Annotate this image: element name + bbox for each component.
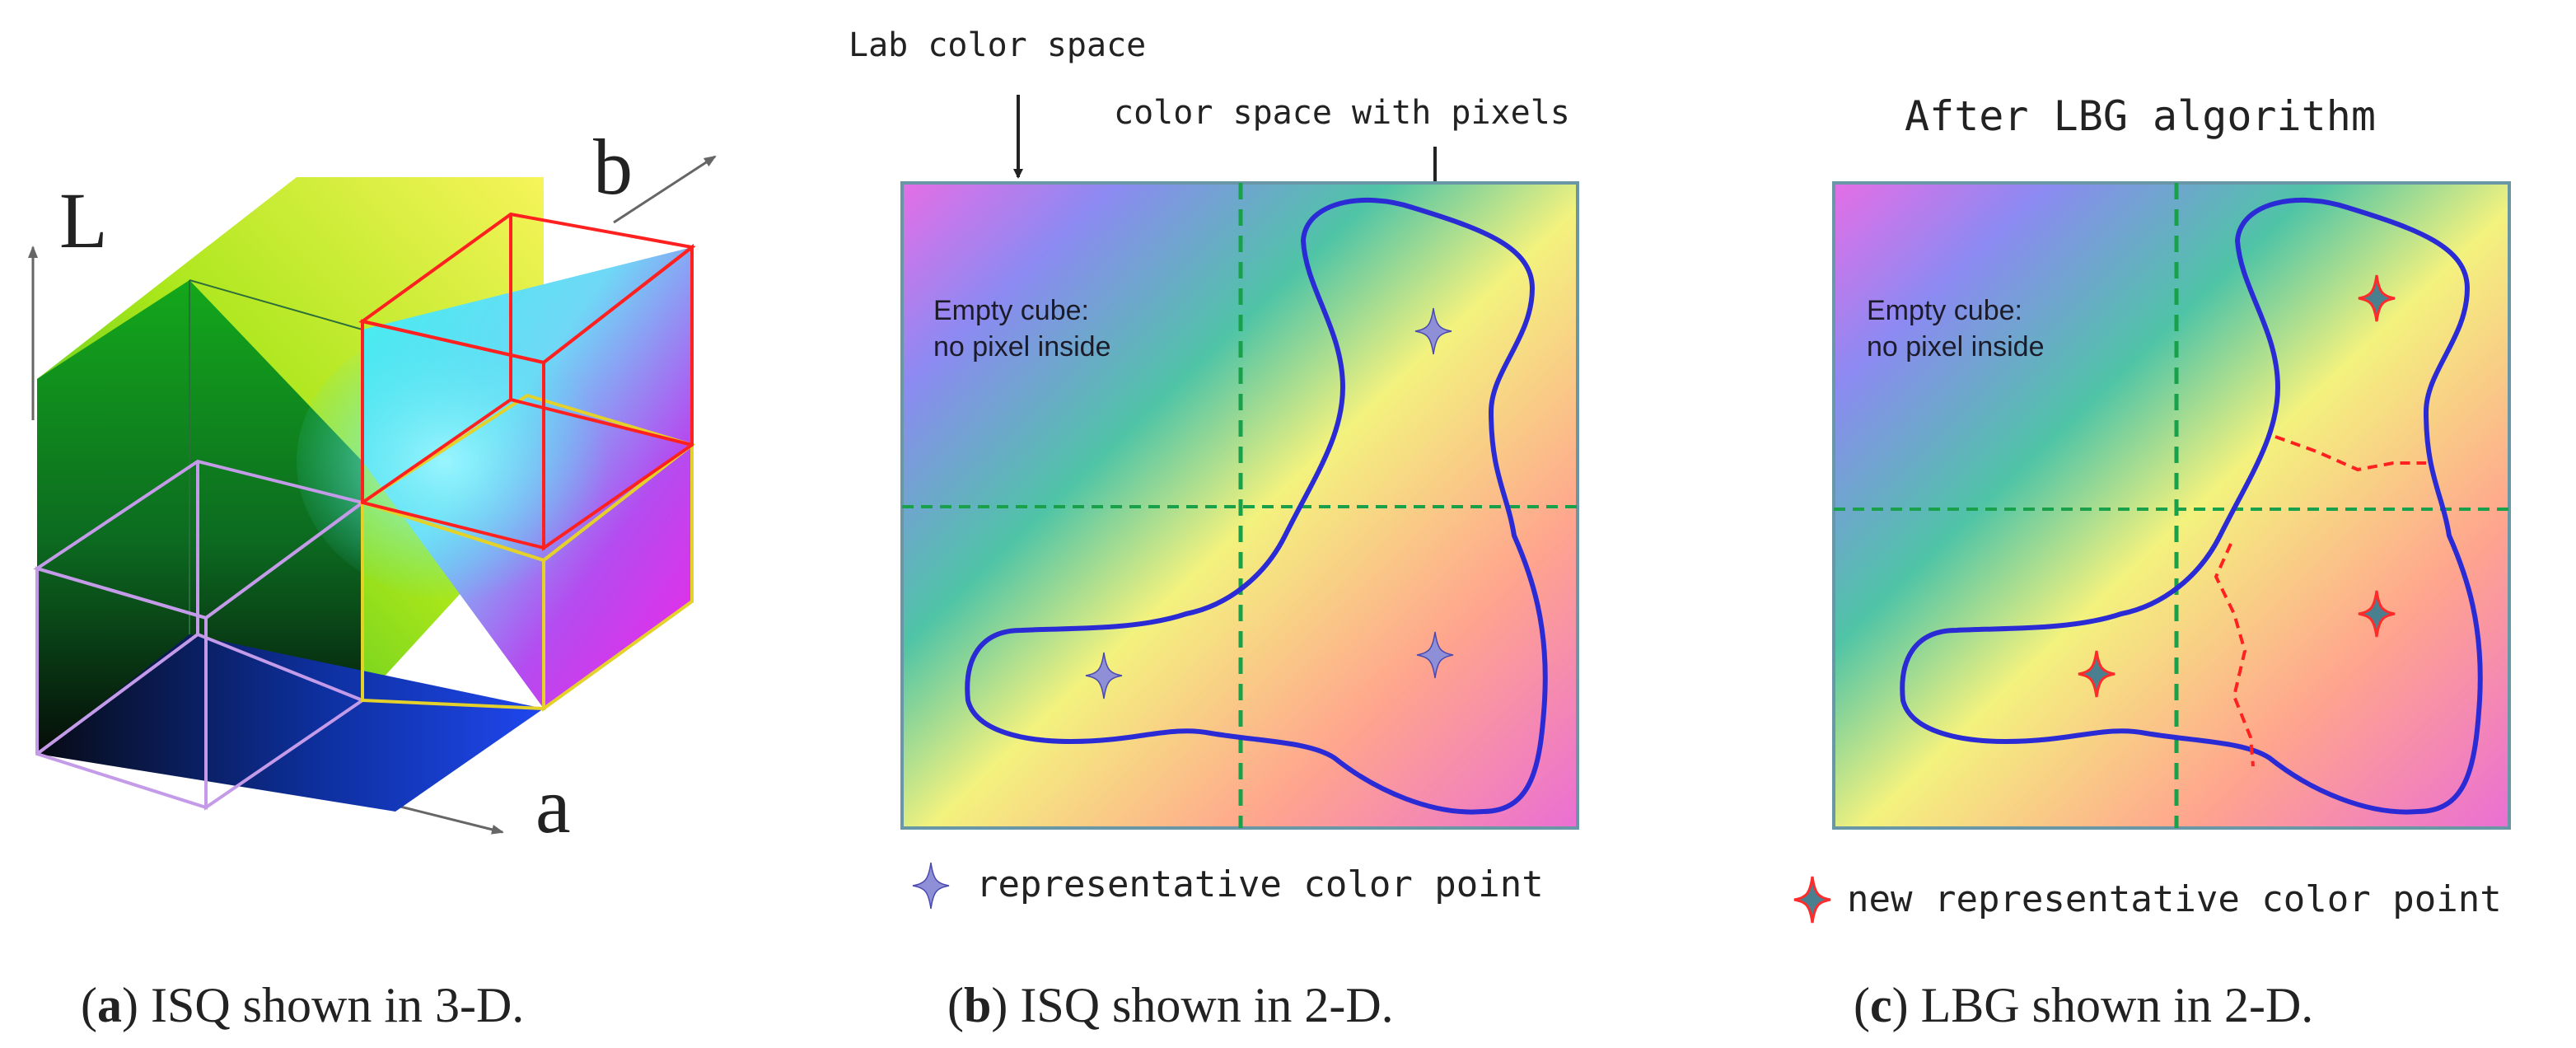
voronoi-boundaries-c [2214, 435, 2426, 767]
caption-c-text: LBG shown in 2-D. [1921, 978, 2314, 1032]
cube-glow [297, 321, 626, 601]
red-subcube [358, 212, 696, 551]
panel-b: Lab color space color space with pixels … [849, 26, 1579, 910]
cube-left-face [37, 280, 362, 754]
axis-label-a: a [535, 761, 571, 849]
empty-cube-line1-b: Empty cube: [933, 295, 1089, 326]
empty-cube-line1-c: Empty cube: [1867, 295, 2022, 326]
caption-a: (a) ISQ shown in 3-D. [81, 978, 524, 1032]
cube-bottom-face [37, 634, 544, 812]
caption-b-letter: b [964, 978, 991, 1032]
legend-marker-b [912, 862, 950, 910]
caption-a-letter: a [97, 978, 122, 1032]
axis-label-l: L [59, 176, 108, 264]
boundary-upper-c [2274, 435, 2426, 472]
pixel-region-outline-c [1900, 197, 2483, 815]
color-square-c [1832, 181, 2511, 830]
a-axis-arrow [386, 802, 504, 835]
boundary-lower-c [2214, 543, 2255, 767]
panel-a: L b a [28, 123, 717, 849]
legend-marker-c [1793, 875, 1832, 924]
lbg-title: After LBG algorithm [1905, 92, 2376, 140]
pixel-region-outline-b [965, 197, 1548, 815]
pixels-label: color space with pixels [1114, 94, 1570, 132]
empty-cube-line2-b: no pixel inside [933, 331, 1110, 363]
legend-label-b: representative color point [976, 863, 1544, 905]
caption-a-text: ISQ shown in 3-D. [151, 978, 524, 1032]
caption-b-text: ISQ shown in 2-D. [1020, 978, 1393, 1032]
caption-c: (c) LBG shown in 2-D. [1854, 978, 2313, 1032]
legend-label-c: new representative color point [1847, 878, 2502, 920]
axis-label-b: b [593, 123, 633, 211]
lab-color-space-label: Lab color space [849, 26, 1146, 64]
caption-b: (b) ISQ shown in 2-D. [947, 978, 1394, 1032]
empty-cube-line2-c: no pixel inside [1867, 331, 2044, 363]
caption-c-letter: c [1870, 978, 1892, 1032]
b-axis-arrow [613, 155, 717, 224]
panel-c: After LBG algorithm Empty cube: no pixel… [1793, 92, 2511, 924]
